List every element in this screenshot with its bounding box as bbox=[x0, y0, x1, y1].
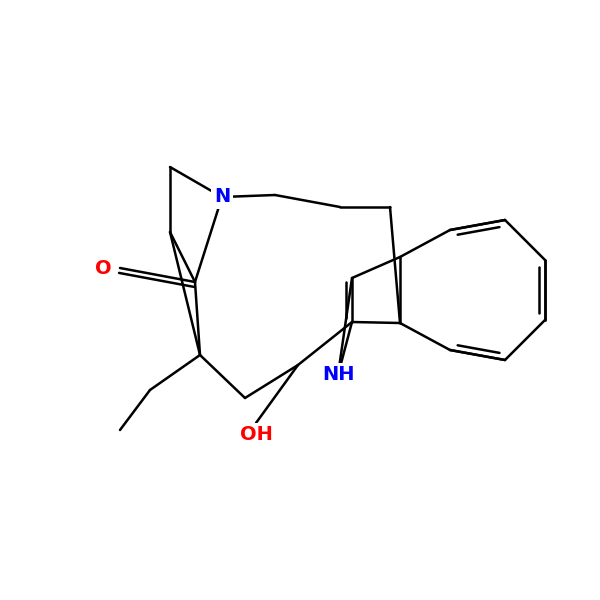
Text: N: N bbox=[214, 187, 230, 206]
Text: OH: OH bbox=[239, 425, 272, 445]
Text: O: O bbox=[95, 259, 112, 277]
Text: NH: NH bbox=[322, 365, 354, 385]
